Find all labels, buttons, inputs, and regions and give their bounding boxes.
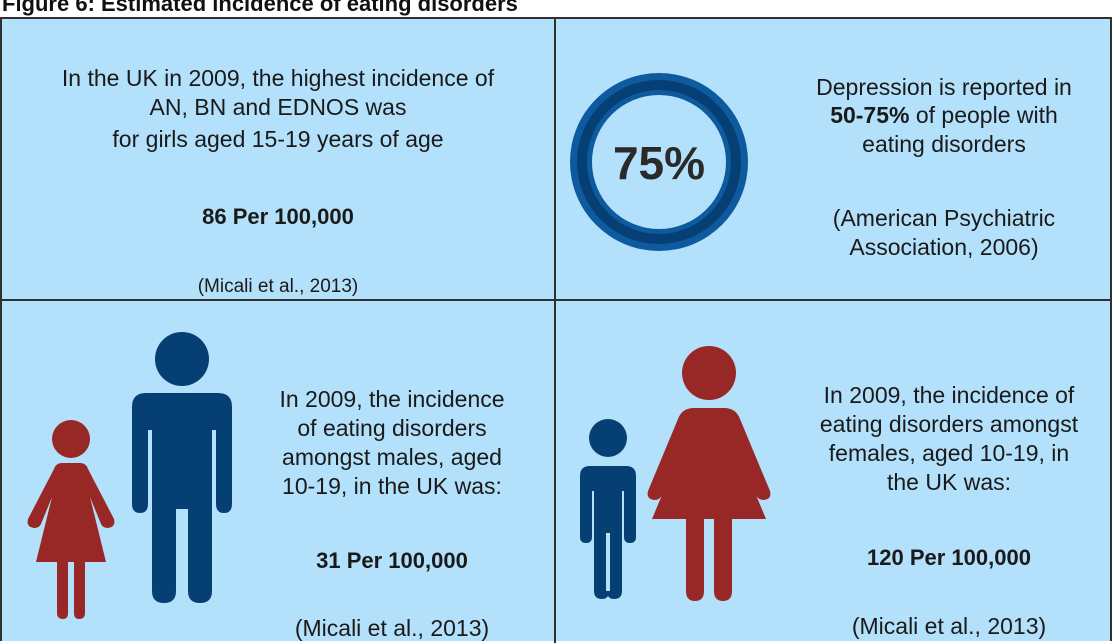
depression-range: 50-75% (830, 102, 910, 128)
females-line-4: the UK was: (887, 469, 1011, 495)
females-citation: (Micali et al., 2013) (851, 613, 1047, 639)
uk-peak-stat: 86 Per 100,000 (202, 204, 354, 229)
females-stat: 120 Per 100,000 (867, 545, 1031, 570)
uk-peak-line-3: for girls aged 15-19 years of age (112, 126, 444, 152)
panel-uk-peak: In the UK in 2009, the highest incidence… (2, 19, 554, 299)
male-figure-icon (580, 419, 636, 599)
uk-peak-line-2: AN, BN and EDNOS was (149, 94, 407, 120)
males-stat: 31 Per 100,000 (316, 548, 468, 573)
panel-depression: 75% Depression is reported in 50-75% of … (556, 19, 1112, 299)
panel-females: In 2009, the incidence of eating disorde… (556, 301, 1112, 643)
horizontal-divider (2, 299, 1112, 301)
depression-citation-1: (American Psychiatric (832, 205, 1056, 231)
panel-males: In 2009, the incidence of eating disorde… (2, 301, 554, 643)
female-figure-icon (27, 420, 115, 619)
figure-title: Figure 6: Estimated incidence of eating … (2, 0, 518, 16)
depression-line-1: Depression is reported in (816, 74, 1072, 100)
depression-line-2: 50-75% of people with (776, 101, 1112, 130)
female-figure-icon (647, 346, 771, 601)
ring-percent-label: 75% (612, 137, 706, 189)
depression-line-2-rest: of people with (909, 102, 1058, 128)
vertical-divider (554, 19, 556, 643)
males-line-3: amongst males, aged (282, 444, 502, 470)
males-line-1: In 2009, the incidence (279, 386, 505, 412)
male-figure-icon (132, 332, 232, 603)
percent-ring-chart (570, 73, 748, 251)
uk-peak-line-1: In the UK in 2009, the highest incidence… (61, 65, 495, 91)
depression-citation-2: Association, 2006) (849, 234, 1039, 260)
males-citation: (Micali et al., 2013) (294, 615, 490, 641)
infographic-grid: In the UK in 2009, the highest incidence… (0, 17, 1112, 643)
females-line-2: eating disorders amongst (819, 411, 1079, 437)
males-line-4: 10-19, in the UK was: (282, 473, 502, 499)
ring-center (592, 95, 726, 229)
females-line-1: In 2009, the incidence of (823, 382, 1075, 408)
males-line-2: of eating disorders (297, 415, 487, 441)
uk-peak-citation: (Micali et al., 2013) (197, 276, 359, 297)
females-line-3: females, aged 10-19, in (828, 440, 1070, 466)
depression-line-3: eating disorders (862, 131, 1026, 157)
